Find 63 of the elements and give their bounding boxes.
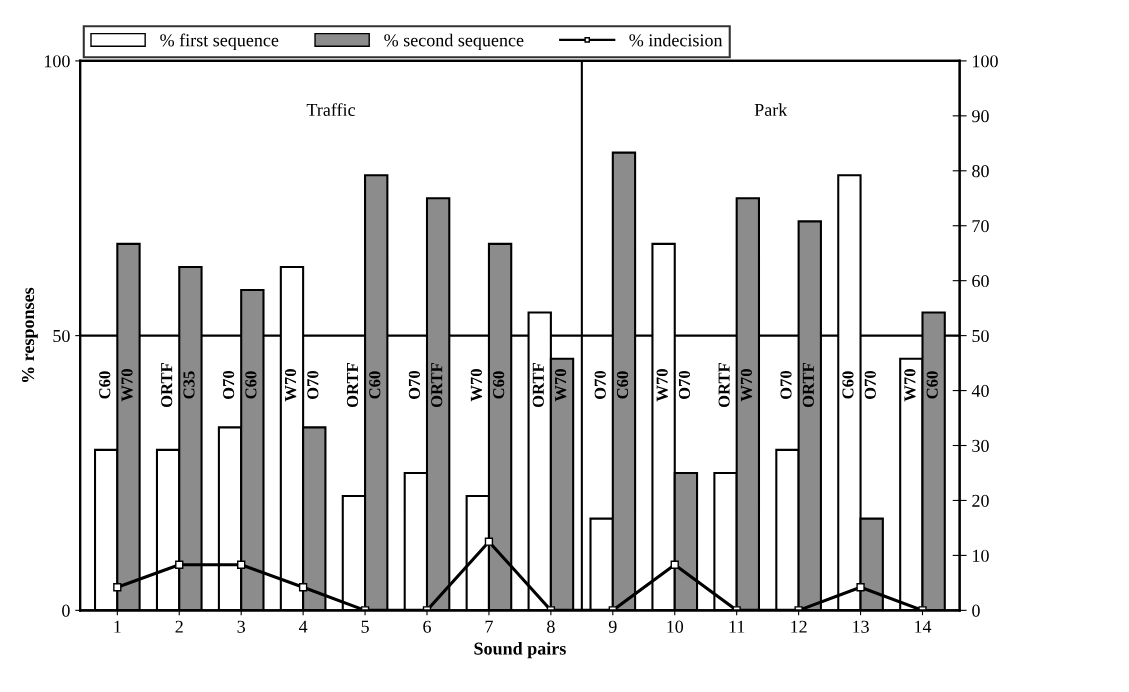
annotation: C60	[369, 371, 381, 399]
annotation: W70	[554, 369, 567, 402]
annotation: O70	[408, 370, 421, 400]
y2-tick-label: 0	[972, 604, 980, 617]
annotation: C60	[99, 371, 111, 399]
x-tick-label: 2	[175, 620, 183, 633]
annotation: ORTF	[346, 363, 359, 408]
annotation: O70	[678, 370, 691, 400]
legend-label: % second sequence	[384, 33, 524, 51]
x-axis-title: Sound pairs	[474, 642, 566, 659]
annotation: W70	[121, 369, 133, 402]
y2-tick-label: 10	[973, 549, 989, 562]
y2-tick-label: 30	[972, 439, 989, 452]
annotation: W70	[470, 369, 483, 402]
annotation: C60	[842, 371, 854, 399]
annotation: W70	[284, 369, 297, 402]
annotation: C60	[245, 371, 257, 399]
annotation: Traffic	[306, 103, 356, 117]
y2-tick-label: 90	[972, 110, 989, 123]
x-tick-label: 13	[853, 620, 869, 633]
x-tick-label: 6	[423, 620, 431, 633]
x-tick-label: 14	[915, 620, 932, 633]
annotation: W70	[904, 369, 916, 402]
y2-tick-label: 60	[972, 274, 989, 288]
annotation: ORTF	[718, 363, 730, 408]
x-tick-label: 8	[547, 620, 555, 633]
annotation: ORTF	[161, 363, 173, 408]
annotation: ORTF	[532, 363, 544, 408]
annotation: W70	[740, 369, 753, 402]
annotation: C60	[493, 371, 505, 399]
annotation: O70	[864, 370, 876, 400]
x-tick-label: 3	[237, 620, 245, 633]
x-tick-label: 7	[485, 620, 493, 633]
y2-tick-label: 70	[972, 219, 989, 233]
y2-tick-label: 20	[972, 494, 989, 507]
x-tick-label: 5	[361, 620, 369, 633]
annotation: O70	[222, 370, 235, 400]
x-tick-label: 10	[667, 620, 684, 633]
annotation: C60	[926, 371, 938, 399]
y-axis-title: % responses	[21, 287, 38, 383]
legend-label: % indecision	[629, 33, 723, 47]
y-tick-label: 50	[53, 329, 70, 343]
annotation: C60	[616, 371, 629, 399]
annotation: C35	[183, 371, 195, 399]
legend-label: % first sequence	[160, 33, 279, 51]
annotation: W70	[656, 369, 668, 402]
x-tick-label: 11	[729, 620, 745, 633]
y-tick-label: 100	[44, 55, 70, 68]
x-tick-label: 4	[298, 620, 308, 633]
y-tick-label: 0	[62, 604, 70, 617]
annotation: O70	[594, 370, 606, 400]
y2-tick-label: 50	[972, 329, 989, 343]
annotation: Park	[754, 103, 788, 117]
y2-tick-label: 80	[972, 165, 989, 178]
x-tick-label: 1	[114, 620, 121, 633]
x-tick-label: 9	[608, 620, 617, 633]
annotation: ORTF	[802, 363, 814, 408]
annotation: O70	[780, 370, 792, 400]
y2-tick-label: 100	[973, 55, 998, 68]
y2-tick-label: 40	[971, 384, 989, 398]
annotation: O70	[307, 370, 319, 400]
annotation: ORTF	[431, 363, 443, 408]
x-tick-label: 12	[791, 620, 807, 633]
